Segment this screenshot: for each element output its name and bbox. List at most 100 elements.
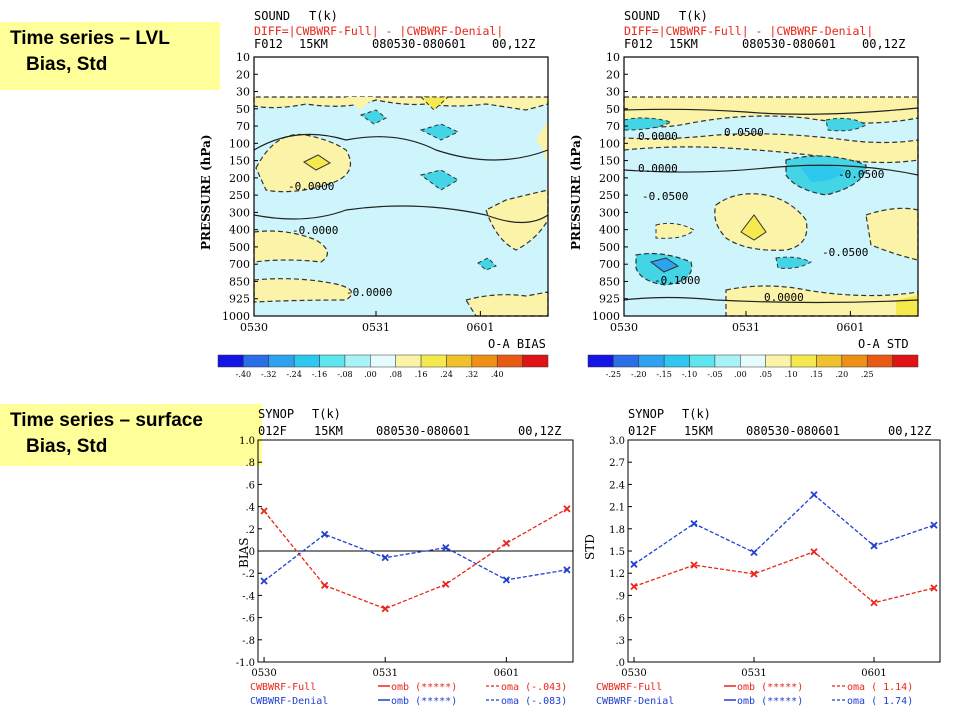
colorbar-swatch: [587, 354, 614, 368]
series-line: [263, 508, 568, 610]
y-tick-label: 500: [599, 241, 620, 254]
x-tick-label: 0601: [494, 668, 519, 679]
colorbar-tick-label: -.24: [286, 370, 301, 379]
header-synop: SYNOP: [258, 407, 294, 421]
y-tick-label: 10: [236, 51, 250, 64]
data-point: [502, 576, 511, 584]
y-tick-label: 2.7: [609, 458, 625, 469]
colorbar-tick-label: -.40: [236, 370, 251, 379]
contour-field: [253, 96, 549, 317]
header-sound: SOUND: [624, 9, 660, 23]
y-tick-label: 3.0: [609, 436, 625, 447]
data-point: [563, 505, 571, 513]
colorbar-swatch: [395, 354, 422, 368]
x-tick-label: 0601: [861, 668, 886, 679]
std-contour-chart: SOUND T(k) DIFF=|CWBWRF-Full| - |CWBWRF-…: [569, 9, 919, 379]
colorbar-swatch: [866, 354, 893, 368]
colorbar-swatch: [740, 354, 766, 368]
header-period: 080530-080601: [742, 37, 836, 51]
x-tick-labels: 0530 0531 0601: [240, 311, 494, 334]
y-axis-label: PRESSURE (hPa): [569, 134, 583, 250]
colorbar-swatch: [663, 354, 690, 368]
contour-label: -0.0500: [822, 246, 868, 259]
y-tick-label: 2.1: [609, 503, 625, 514]
data-point: [870, 542, 878, 550]
legend: CWBWRF-Full omb (*****) oma ( 1.14) CWBWRF-…: [596, 682, 913, 707]
header-period: 080530-080601: [372, 37, 466, 51]
lvl-label: Time series – LVL Bias, Std: [0, 22, 220, 90]
legend-name: CWBWRF-Full: [250, 682, 316, 693]
header-hours: 00,12Z: [492, 37, 535, 51]
y-tick-label: -.8: [242, 636, 255, 647]
y-tick-label: .3: [615, 636, 625, 647]
data-point: [930, 584, 938, 592]
colorbar-tick-label: .05: [759, 370, 772, 379]
colorbar-tick-label: .10: [785, 370, 798, 379]
data-point: [870, 599, 878, 607]
y-tick-label: 400: [229, 224, 250, 237]
legend-name: CWBWRF-Denial: [596, 696, 674, 707]
colorbar-swatch: [613, 354, 640, 368]
data-point: [750, 570, 758, 578]
colorbar-swatch: [522, 354, 549, 368]
colorbar-swatch: [816, 354, 843, 368]
colorbar-swatch: [268, 354, 295, 368]
header-var: T(k): [682, 407, 711, 421]
y-tick-label: 300: [599, 206, 620, 219]
std-line-chart: SYNOP T(k) 012F 15KM 080530-080601 00,12…: [583, 407, 941, 707]
legend-omb: omb (*****): [391, 682, 457, 693]
legend: CWBWRF-Full omb (*****) oma (-.043) CWBWRF-…: [250, 682, 567, 707]
colorbar-tick-label: -.15: [656, 370, 671, 379]
header-fcst: F012: [624, 37, 653, 51]
y-tick-label: 850: [229, 275, 250, 288]
contour-label: -0.0000: [346, 286, 392, 299]
y-tick-label: 925: [229, 293, 250, 306]
colorbar: -.25 -.20 -.15 -.10 -.05 .00 .05 .10 .15 .20 .25: [587, 354, 919, 379]
header-fcst: F012: [254, 37, 283, 51]
x-tick-label: 0530: [610, 321, 638, 334]
header-fcst: 012F: [628, 424, 657, 438]
colorbar-tick-label: -.08: [337, 370, 352, 379]
colorbar-swatch: [217, 354, 244, 368]
y-tick-label: 70: [606, 120, 620, 133]
y-tick-label: 1.0: [239, 436, 255, 447]
colorbar-swatch: [293, 354, 320, 368]
legend-oma: oma (-.043): [501, 682, 567, 693]
contour-field: [623, 96, 919, 317]
legend-oma: oma ( 1.74): [847, 696, 913, 707]
data-point: [630, 560, 638, 568]
series-line: [263, 533, 568, 582]
y-tick-label: 700: [599, 258, 620, 271]
y-tick-label: 400: [599, 224, 620, 237]
header-res: 15KM: [314, 424, 343, 438]
header-sound: SOUND: [254, 9, 290, 23]
colorbar-swatch: [841, 354, 868, 368]
y-tick-label: .6: [245, 480, 255, 491]
colorbar-swatch: [243, 354, 270, 368]
x-tick-label: 0531: [362, 321, 390, 334]
y-tick-label: 10: [606, 51, 620, 64]
y-tick-label: 50: [606, 103, 620, 116]
y-tick-label: .8: [245, 458, 255, 469]
y-tick-label: 1.5: [609, 547, 625, 558]
colorbar-swatch: [370, 354, 396, 368]
header-diff: DIFF=|CWBWRF-Full| - |CWBWRF-Denial|: [624, 24, 873, 38]
y-tick-label: 2.4: [609, 480, 625, 491]
bias-line-chart: SYNOP T(k) 012F 15KM 080530-080601 00,12…: [236, 407, 574, 707]
colorbar-tick-label: -.10: [682, 370, 697, 379]
y-tick-label: 850: [599, 275, 620, 288]
y-tick-labels: 10 20 30 50 70 100 150 200 250 300 400 500 700 850 925…: [222, 51, 258, 323]
contour-label: -0.0000: [292, 224, 338, 237]
colorbar-tick-label: .15: [810, 370, 823, 379]
y-tick-label: 150: [229, 155, 250, 168]
data-point: [690, 519, 698, 528]
y-tick-label: -1.0: [236, 658, 255, 669]
y-tick-label: -.6: [242, 614, 255, 625]
data-point: [810, 548, 818, 556]
legend-omb: omb (*****): [737, 682, 803, 693]
data-point: [630, 582, 638, 591]
colorbar-swatch: [689, 354, 716, 368]
y-tick-label: .0: [245, 547, 255, 558]
colorbar-swatch: [471, 354, 498, 368]
header-fcst: 012F: [258, 424, 287, 438]
